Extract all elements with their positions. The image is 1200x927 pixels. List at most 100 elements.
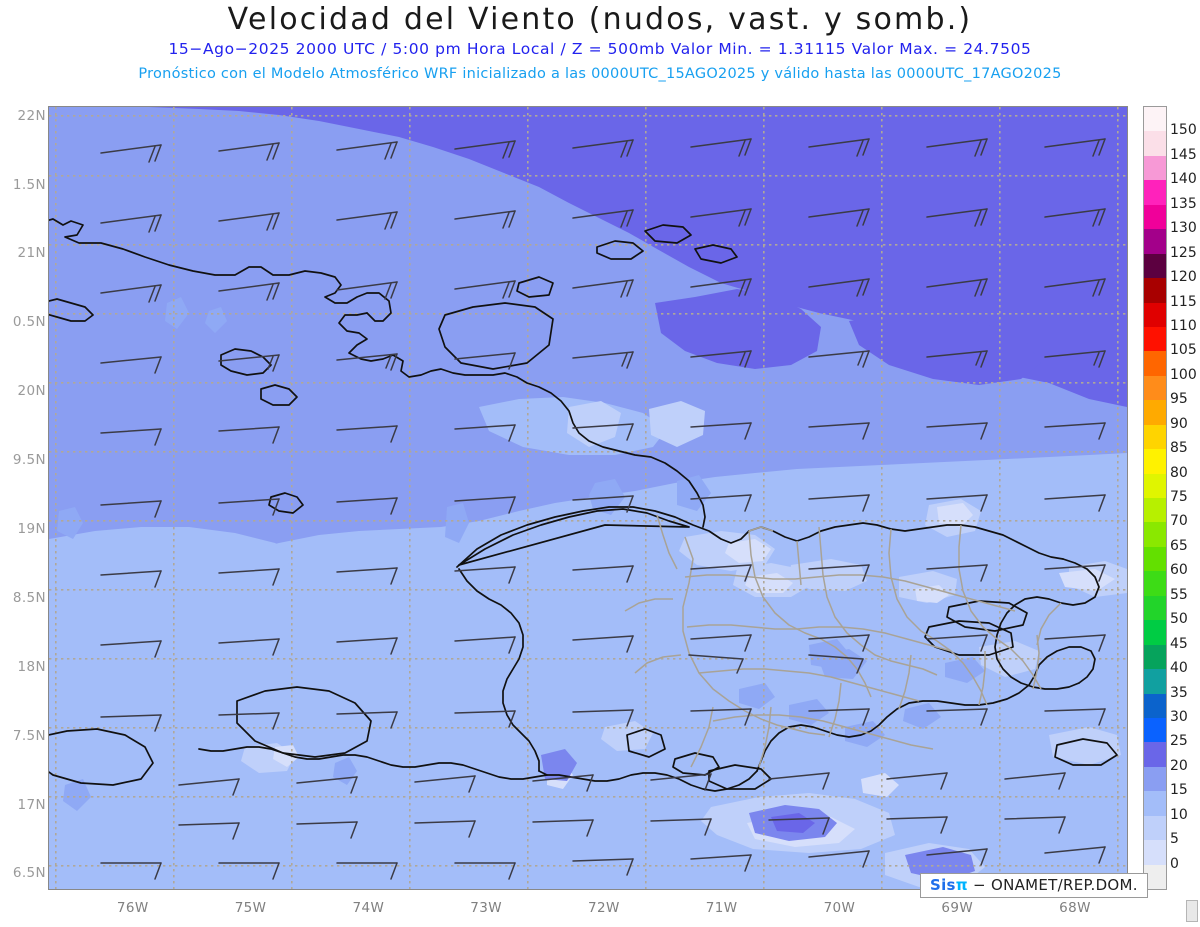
page-title: Velocidad del Viento (nudos, vast. y som…	[227, 2, 973, 37]
colorbar-swatch	[1144, 717, 1166, 743]
wind-barbs	[100, 138, 1106, 880]
colorbar-tick-label: 60	[1170, 562, 1188, 579]
longitude-tick-label: 75W	[234, 900, 267, 916]
colorbar-swatch	[1144, 840, 1166, 865]
colorbar-tick-label: 130	[1170, 220, 1197, 237]
map-plot-area[interactable]	[48, 106, 1128, 890]
colorbar-swatch	[1144, 424, 1166, 450]
forecast-validity-line: 15−Ago−2025 2000 UTC / 5:00 pm Hora Loca…	[168, 40, 1032, 58]
map-canvas	[49, 107, 1127, 889]
longitude-tick-label: 72W	[588, 900, 620, 916]
colorbar-tick-label: 5	[1170, 831, 1179, 848]
colorbar-swatch	[1144, 204, 1166, 230]
colorbar-tick-label: 110	[1170, 317, 1197, 334]
logo-agency-text: − ONAMET/REP.DOM.	[973, 876, 1138, 894]
colorbar-tick-label: 115	[1170, 293, 1197, 310]
scroll-corner-nub[interactable]	[1186, 900, 1198, 922]
colorbar-swatch	[1144, 155, 1166, 181]
colorbar-swatch	[1144, 302, 1166, 327]
colorbar-swatch	[1144, 546, 1166, 572]
colorbar-tick-label: 45	[1170, 635, 1188, 652]
colorbar-tick-label: 90	[1170, 415, 1188, 432]
latitude-tick-label: 9.5N	[12, 452, 46, 469]
colorbar-swatch	[1144, 644, 1166, 670]
colorbar[interactable]	[1143, 106, 1167, 890]
colorbar-labels: 0 5 10 15 20 25 30 35 40 45 50 55 60 65 70 75 80 85 90 95 10…	[1170, 106, 1200, 890]
latitude-tick-label: 18N	[17, 658, 46, 675]
colorbar-swatch	[1144, 815, 1166, 841]
colorbar-swatch	[1144, 864, 1166, 889]
colorbar-tick-label: 105	[1170, 342, 1197, 359]
latitude-tick-label: 0.5N	[12, 314, 46, 331]
colorbar-tick-label: 30	[1170, 708, 1188, 725]
colorbar-tick-label: 95	[1170, 391, 1188, 408]
colorbar-swatch	[1144, 449, 1166, 474]
colorbar-tick-label: 145	[1170, 146, 1197, 163]
coastlines	[49, 218, 1118, 792]
latitude-tick-label: 17N	[17, 796, 46, 813]
colorbar-tick-label: 125	[1170, 244, 1197, 261]
colorbar-tick-label: 15	[1170, 782, 1188, 799]
latitude-axis: 22N 1.5N 21N 0.5N 20N 9.5N 19N 8.5N 18N 7.5N 17N 6.…	[0, 106, 48, 890]
logo-pi-icon: π	[955, 876, 968, 894]
latitude-tick-label: 19N	[17, 521, 46, 537]
longitude-tick-label: 73W	[470, 900, 502, 916]
colorbar-swatch	[1144, 595, 1166, 621]
colorbar-tick-label: 10	[1170, 806, 1188, 823]
colorbar-tick-label: 35	[1170, 684, 1188, 701]
colorbar-tick-label: 75	[1170, 489, 1188, 505]
latitude-tick-label: 22N	[17, 107, 46, 124]
longitude-tick-label: 71W	[705, 900, 738, 916]
latitude-tick-label: 6.5N	[12, 865, 46, 882]
colorbar-swatch	[1144, 131, 1166, 156]
colorbar-tick-label: 65	[1170, 537, 1188, 554]
colorbar-swatch	[1144, 229, 1166, 254]
colorbar-swatch	[1144, 107, 1166, 132]
colorbar-tick-label: 20	[1170, 757, 1188, 774]
colorbar-swatch	[1144, 791, 1166, 816]
latitude-tick-label: 21N	[17, 245, 46, 262]
colorbar-tick-label: 120	[1170, 269, 1197, 286]
colorbar-tick-label: 150	[1170, 122, 1197, 139]
colorbar-swatch	[1144, 571, 1166, 596]
model-description-line: Pronóstico con el Modelo Atmosférico WRF…	[138, 66, 1062, 82]
colorbar-swatch	[1144, 400, 1166, 425]
longitude-tick-label: 76W	[116, 900, 149, 916]
colorbar-swatch	[1144, 278, 1166, 303]
colorbar-swatch	[1144, 253, 1166, 279]
colorbar-swatch	[1144, 766, 1166, 792]
colorbar-tick-label: 55	[1170, 586, 1188, 603]
colorbar-tick-label: 85	[1170, 440, 1188, 457]
colorbar-tick-label: 140	[1170, 171, 1197, 188]
colorbar-tick-label: 0	[1170, 855, 1179, 872]
header: Velocidad del Viento (nudos, vast. y som…	[0, 0, 1200, 92]
longitude-tick-label: 68W	[1059, 900, 1091, 916]
latitude-tick-label: 1.5N	[12, 176, 46, 193]
agency-logo-box: Sisπ − ONAMET/REP.DOM.	[920, 873, 1148, 898]
longitude-axis: 76W 75W 74W 73W 72W 71W 70W 69W 68W	[48, 900, 1128, 924]
colorbar-tick-label: 40	[1170, 660, 1188, 677]
colorbar-tick-label: 100	[1170, 366, 1197, 383]
colorbar-swatch	[1144, 326, 1166, 352]
latitude-tick-label: 20N	[17, 383, 46, 400]
colorbar-tick-label: 50	[1170, 611, 1188, 628]
colorbar-swatch	[1144, 498, 1166, 523]
colorbar-swatch	[1144, 742, 1166, 767]
colorbar-swatch	[1144, 620, 1166, 645]
longitude-tick-label: 74W	[352, 900, 385, 916]
colorbar-swatch	[1144, 669, 1166, 694]
latitude-tick-label: 8.5N	[12, 589, 46, 606]
colorbar-swatch	[1144, 351, 1166, 376]
colorbar-swatch	[1144, 693, 1166, 718]
province-boundaries	[624, 514, 1062, 768]
longitude-tick-label: 70W	[823, 900, 856, 916]
colorbar-swatch	[1144, 522, 1166, 547]
colorbar-tick-label: 70	[1170, 513, 1188, 530]
colorbar-swatch	[1144, 180, 1166, 205]
colorbar-tick-label: 135	[1170, 195, 1197, 212]
colorbar-tick-label: 80	[1170, 464, 1188, 481]
colorbar-swatch	[1144, 375, 1166, 401]
colorbar-swatch	[1144, 473, 1166, 498]
latitude-tick-label: 7.5N	[12, 727, 46, 744]
